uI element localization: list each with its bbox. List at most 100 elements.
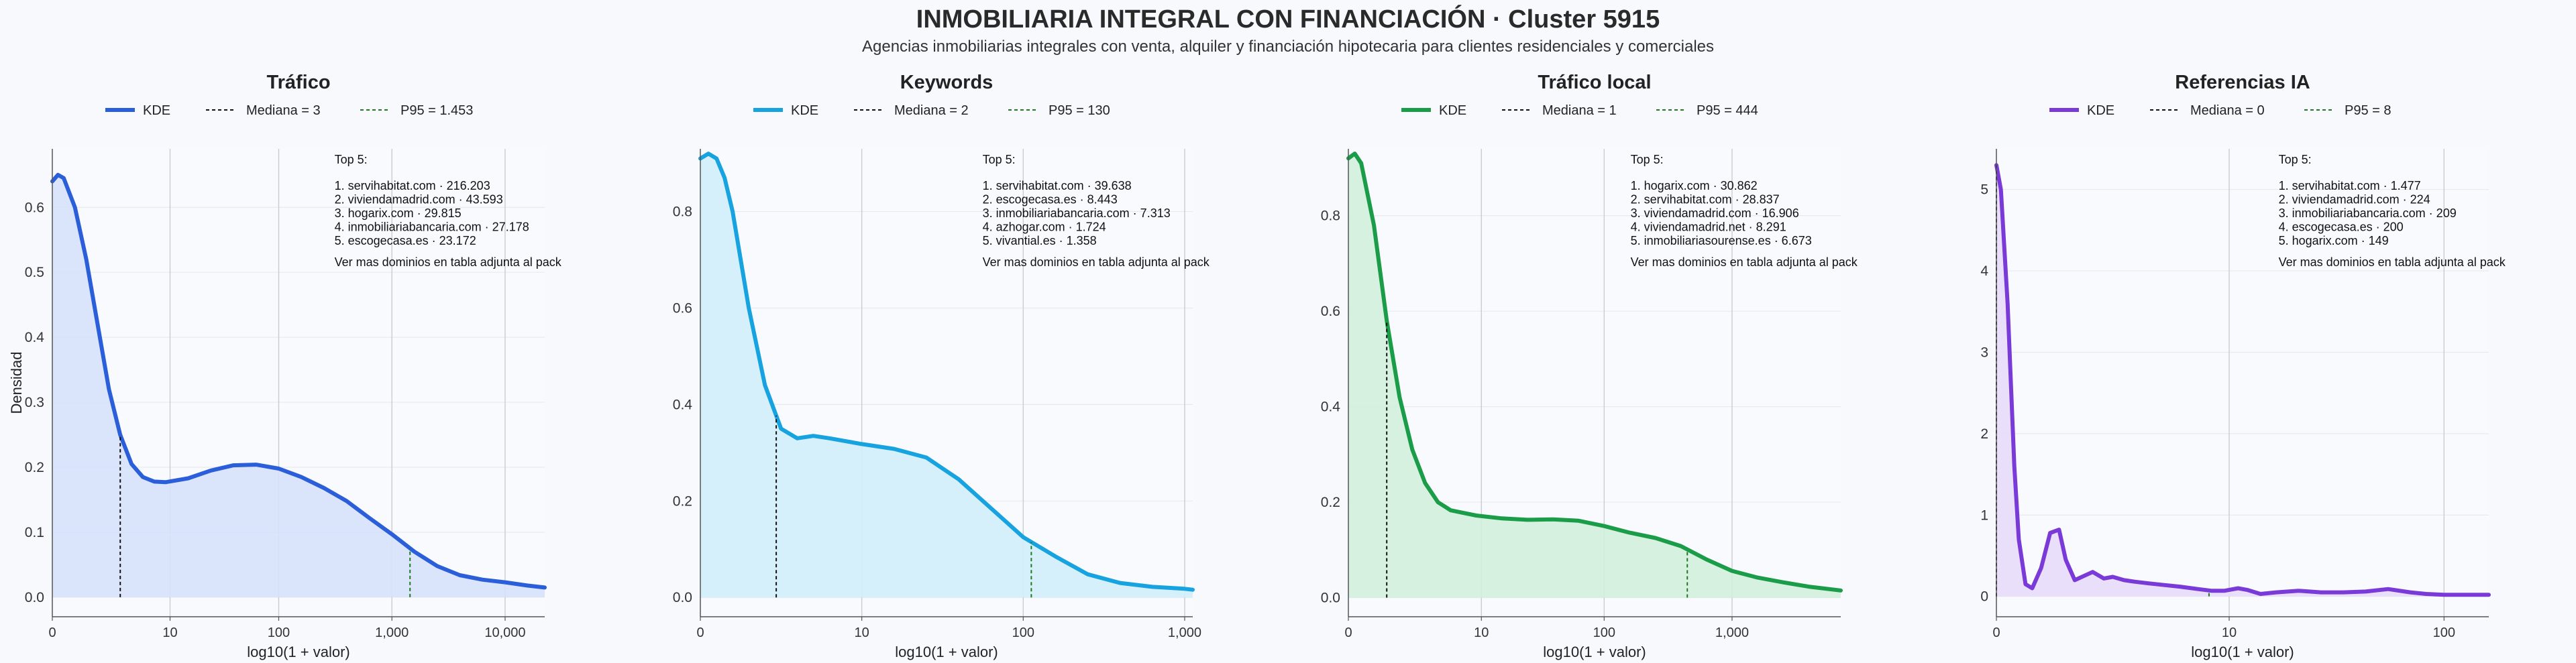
top5-title: Top 5: <box>983 153 1016 166</box>
top5-item: 4. escogecasa.es · 200 <box>2279 221 2404 234</box>
legend-kde-label: KDE <box>1439 103 1466 118</box>
legend-p95-label: P95 = 444 <box>1697 103 1758 118</box>
y-tick-label: 0.6 <box>1321 304 1340 319</box>
top5-item: 5. escogecasa.es · 23.172 <box>335 234 476 247</box>
plot-area <box>1996 149 2489 617</box>
top5-footer-note: Ver mas dominios en tabla adjunta al pac… <box>1631 255 1858 269</box>
chart-panel-3: 0.0 0.2 0.4 0.6 0.8 0 10 100 1,000 log10(1 + valo… <box>1321 72 1858 660</box>
legend-median-label: Mediana = 3 <box>246 103 321 118</box>
y-tick-label: 5 <box>1980 182 1988 198</box>
kde-fill <box>1348 154 1841 598</box>
top5-title: Top 5: <box>2279 153 2312 166</box>
top5-item: 2. viviendamadrid.com · 224 <box>2279 193 2430 206</box>
x-tick-label: 0 <box>1992 625 2000 640</box>
top5-item: 2. viviendamadrid.com · 43.593 <box>335 193 503 206</box>
kde-line <box>1994 163 2491 597</box>
kde-line <box>1346 152 1843 593</box>
page-subtitle: Agencias inmobiliarias integrales con ve… <box>862 38 1714 56</box>
y-tick-label: 0.1 <box>25 525 44 540</box>
y-tick-label: 0.6 <box>673 300 692 316</box>
x-tick-label: 100 <box>268 625 290 640</box>
top5-item: 3. hogarix.com · 29.815 <box>335 206 462 220</box>
legend-p95-label: P95 = 130 <box>1049 103 1110 118</box>
x-tick-label: 0 <box>48 625 56 640</box>
top5-item: 1. servihabitat.com · 1.477 <box>2279 179 2421 192</box>
y-tick-label: 0.0 <box>25 590 44 605</box>
top5-item: 2. servihabitat.com · 28.837 <box>1631 193 1780 206</box>
y-tick-label: 4 <box>1980 263 1988 279</box>
y-axis-label: Densidad <box>8 352 25 414</box>
top5-item: 2. escogecasa.es · 8.443 <box>983 193 1118 206</box>
top5-title: Top 5: <box>1631 153 1664 166</box>
top5-footer-note: Ver mas dominios en tabla adjunta al pac… <box>983 255 1210 269</box>
top5-item: 4. inmobiliariabancaria.com · 27.178 <box>335 221 529 234</box>
kde-fill <box>52 174 545 597</box>
x-tick-label: 0 <box>696 625 704 640</box>
top5-item: 1. servihabitat.com · 39.638 <box>983 179 1132 192</box>
top5-item: 3. viviendamadrid.com · 16.906 <box>1631 206 1799 220</box>
chart-panel-4: 0 1 2 3 4 5 0 10 100 log10(1 + valor) Referencias … <box>1980 72 2506 660</box>
y-tick-label: 0.2 <box>1321 495 1340 510</box>
subplot-title: Tráfico <box>266 72 330 93</box>
y-tick-label: 1 <box>1980 507 1988 523</box>
y-tick-label: 0.4 <box>1321 400 1341 415</box>
x-axis-label: log10(1 + valor) <box>247 644 350 660</box>
y-tick-label: 2 <box>1980 426 1988 442</box>
legend: KDE Mediana = 2 P95 = 130 <box>753 103 1110 118</box>
x-axis-label: log10(1 + valor) <box>1543 644 1646 660</box>
legend: KDE Mediana = 0 P95 = 8 <box>2049 103 2392 118</box>
x-tick-label: 100 <box>2433 625 2455 640</box>
y-tick-label: 0.2 <box>673 493 692 509</box>
kde-line <box>698 152 1195 592</box>
top5-item: 1. hogarix.com · 30.862 <box>1631 179 1758 192</box>
y-tick-label: 0.8 <box>1321 208 1340 224</box>
x-tick-label: 10,000 <box>484 625 525 640</box>
top5-item: 4. azhogar.com · 1.724 <box>983 221 1106 234</box>
x-tick-label: 10 <box>855 625 869 640</box>
x-axis-label: log10(1 + valor) <box>2191 644 2294 660</box>
top5-item: 5. inmobiliariasourense.es · 6.673 <box>1631 234 1812 247</box>
y-tick-label: 0.8 <box>673 204 692 220</box>
x-axis-label: log10(1 + valor) <box>895 644 998 660</box>
chart-panel-2: 0.0 0.2 0.4 0.6 0.8 0 10 100 1,000 log10(1 + valo… <box>673 72 1210 660</box>
legend-median-label: Mediana = 1 <box>1542 103 1617 118</box>
legend-p95-label: P95 = 1.453 <box>400 103 473 118</box>
top5-item: 3. inmobiliariabancaria.com · 209 <box>2279 206 2457 220</box>
x-tick-label: 10 <box>162 625 177 640</box>
subplot-title: Referencias IA <box>2175 72 2310 93</box>
subplot-title: Keywords <box>900 72 994 93</box>
legend-kde-label: KDE <box>791 103 818 118</box>
y-tick-label: 0.3 <box>25 395 44 410</box>
y-tick-label: 0.0 <box>1321 591 1340 606</box>
y-tick-label: 0.6 <box>25 200 44 215</box>
legend-p95-label: P95 = 8 <box>2345 103 2392 118</box>
y-tick-label: 0.2 <box>25 460 44 475</box>
x-tick-label: 10 <box>2222 625 2237 640</box>
chart-panel-1: 0.0 0.1 0.2 0.3 0.4 0.5 0.6 0 10 100 1,000 10,000 lo… <box>8 72 562 660</box>
x-tick-label: 10 <box>1474 625 1489 640</box>
top5-item: 5. vivantial.es · 1.358 <box>983 234 1097 247</box>
top5-item: 4. viviendamadrid.net · 8.291 <box>1631 221 1786 234</box>
top5-item: 1. servihabitat.com · 216.203 <box>335 179 490 192</box>
legend: KDE Mediana = 3 P95 = 1.453 <box>105 103 473 118</box>
legend-median-label: Mediana = 2 <box>894 103 969 118</box>
legend: KDE Mediana = 1 P95 = 444 <box>1401 103 1758 118</box>
subplot-title: Tráfico local <box>1538 72 1651 93</box>
legend-median-label: Mediana = 0 <box>2190 103 2265 118</box>
top5-item: 3. inmobiliariabancaria.com · 7.313 <box>983 206 1171 220</box>
legend-kde-label: KDE <box>2087 103 2114 118</box>
kde-fill <box>700 154 1193 598</box>
top5-title: Top 5: <box>335 153 368 166</box>
kde-line <box>50 172 547 590</box>
x-tick-label: 100 <box>1012 625 1034 640</box>
y-tick-label: 0.0 <box>673 590 692 605</box>
y-tick-label: 0.5 <box>25 265 44 280</box>
top5-footer-note: Ver mas dominios en tabla adjunta al pac… <box>2279 255 2506 269</box>
y-tick-label: 0 <box>1980 589 1988 605</box>
y-tick-label: 3 <box>1980 345 1988 360</box>
